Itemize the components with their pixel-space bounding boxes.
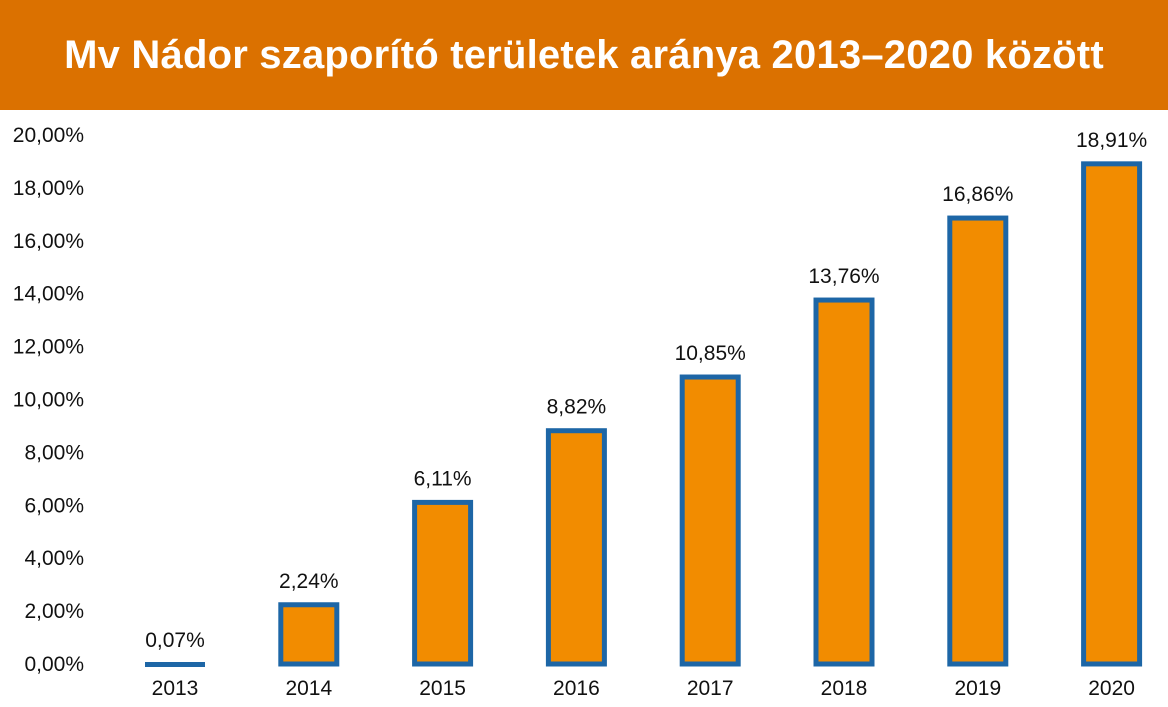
bar xyxy=(145,662,205,667)
x-tick-label: 2015 xyxy=(419,677,466,700)
data-label: 6,11% xyxy=(414,467,472,490)
y-axis: 0,00% 2,00% 4,00% 6,00% 8,00% 10,00% 12,00% 14,… xyxy=(13,124,84,676)
x-tick-label: 2017 xyxy=(687,677,734,700)
bars xyxy=(145,161,1143,667)
x-axis: 2013 2014 2015 2016 2017 2018 2019 2020 xyxy=(152,677,1135,700)
x-tick-label: 2020 xyxy=(1088,677,1135,700)
y-tick-label: 8,00% xyxy=(24,441,84,464)
data-label: 2,24% xyxy=(279,570,339,593)
x-tick-label: 2013 xyxy=(152,677,199,700)
data-label: 16,86% xyxy=(942,183,1013,206)
x-tick-label: 2016 xyxy=(553,677,600,700)
data-label: 10,85% xyxy=(675,342,746,365)
y-tick-label: 6,00% xyxy=(24,494,84,517)
y-tick-label: 14,00% xyxy=(13,283,84,306)
y-tick-label: 10,00% xyxy=(13,389,84,412)
y-tick-label: 4,00% xyxy=(24,547,84,570)
y-tick-label: 16,00% xyxy=(13,230,84,253)
y-tick-label: 18,00% xyxy=(13,177,84,200)
y-tick-label: 12,00% xyxy=(13,336,84,359)
y-tick-label: 0,00% xyxy=(24,653,84,676)
data-label: 18,91% xyxy=(1076,129,1147,152)
bar xyxy=(545,428,607,667)
data-label: 8,82% xyxy=(547,396,607,419)
y-tick-label: 20,00% xyxy=(13,124,84,147)
bar xyxy=(278,602,340,667)
bar xyxy=(813,297,875,667)
bar xyxy=(412,499,474,667)
bar xyxy=(679,374,741,667)
y-tick-label: 2,00% xyxy=(24,600,84,623)
data-labels: 0,07% 2,24% 6,11% 8,82% 10,85% 13,76% 16,86% 18… xyxy=(145,129,1147,652)
data-label: 0,07% xyxy=(145,629,205,652)
x-tick-label: 2014 xyxy=(285,677,332,700)
bar xyxy=(947,215,1009,667)
x-tick-label: 2018 xyxy=(821,677,868,700)
x-tick-label: 2019 xyxy=(954,677,1001,700)
chart-title: Mv Nádor szaporító területek aránya 2013… xyxy=(64,32,1104,77)
bar xyxy=(1081,161,1143,667)
data-label: 13,76% xyxy=(808,265,879,288)
title-banner: Mv Nádor szaporító területek aránya 2013… xyxy=(0,0,1168,110)
